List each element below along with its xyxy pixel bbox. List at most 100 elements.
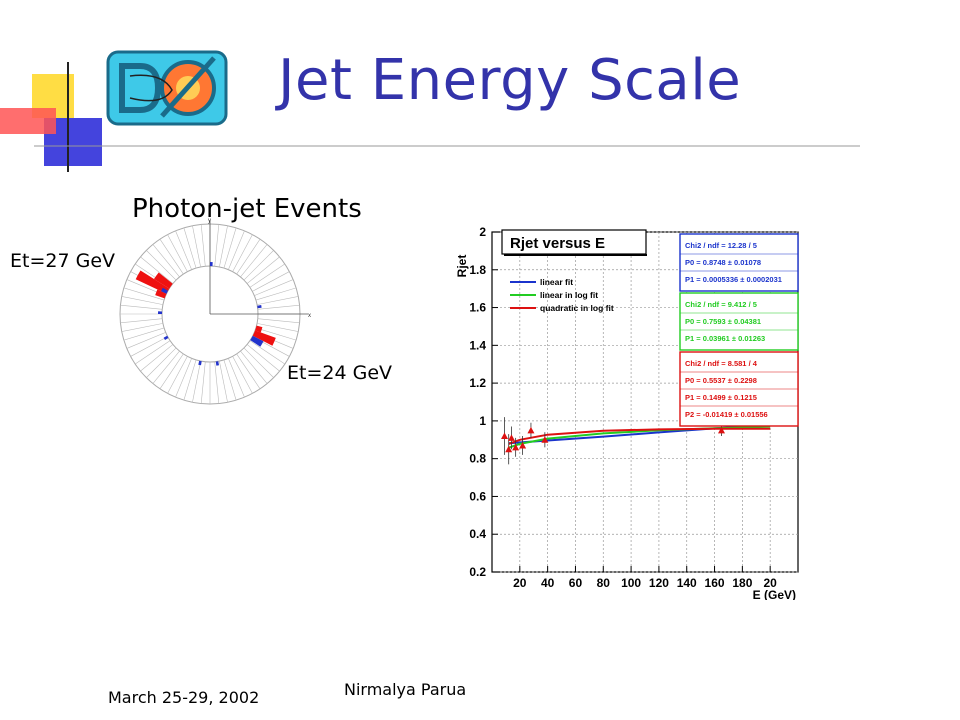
red-bar bbox=[0, 108, 56, 134]
x-tick-label: 100 bbox=[621, 576, 641, 590]
jet-tower-red bbox=[135, 270, 170, 294]
x-tick-label: 120 bbox=[649, 576, 669, 590]
calorimeter-segment bbox=[140, 256, 174, 284]
calorimeter-segment bbox=[146, 250, 177, 281]
data-point bbox=[541, 436, 549, 443]
calorimeter-segment bbox=[167, 234, 188, 272]
rjet-chart: 0.2 0.4 0.6 0.8 1 1.2 1.4 1.6 1.8 2 20 40 60 80 100 120… bbox=[455, 225, 799, 600]
calorimeter-segment bbox=[120, 318, 163, 324]
calorimeter-segment bbox=[232, 356, 253, 394]
chart-title: Rjet versus E bbox=[510, 235, 605, 252]
hit-blue bbox=[158, 311, 163, 314]
y-tick-label: 1.4 bbox=[469, 338, 486, 352]
hit-blue bbox=[163, 335, 169, 340]
calorimeter-segment bbox=[123, 327, 165, 341]
x-tick-label: 20 bbox=[764, 576, 778, 590]
y-tick-label: 1 bbox=[479, 414, 486, 428]
subtitle: Photon-jet Events bbox=[132, 194, 362, 224]
stat-line: P0 = 0.5537 ± 0.2298 bbox=[685, 376, 757, 385]
jet-tower-red bbox=[154, 272, 173, 289]
x-tick-label: 140 bbox=[677, 576, 697, 590]
stat-line: Chi2 / ndf = 9.412 / 5 bbox=[685, 300, 757, 309]
data-point bbox=[505, 445, 513, 453]
calorimeter-segment bbox=[219, 225, 228, 267]
calorimeter-segment bbox=[252, 271, 290, 292]
x-tick-label: 40 bbox=[541, 576, 555, 590]
calorimeter-segment bbox=[123, 287, 165, 301]
y-tick-label: 1.8 bbox=[469, 263, 486, 277]
calorimeter-segment bbox=[246, 344, 280, 372]
calorimeter-segment bbox=[214, 224, 220, 267]
y-tick-label: 1.2 bbox=[469, 376, 486, 390]
calorimeter-segment bbox=[121, 323, 163, 332]
footer-author: Nirmalya Parua bbox=[344, 680, 467, 699]
calorimeter-segment bbox=[214, 361, 220, 404]
calorimeter-segment bbox=[135, 340, 171, 365]
calorimeter-segment bbox=[200, 361, 206, 404]
data-point bbox=[507, 434, 515, 441]
calorimeter-segment bbox=[257, 318, 300, 324]
calorimeter-segment bbox=[228, 358, 245, 398]
data-point bbox=[501, 432, 509, 439]
calorimeter-segment bbox=[249, 340, 285, 365]
jet-tower-blue bbox=[250, 335, 264, 347]
stat-line: Chi2 / ndf = 12.28 / 5 bbox=[685, 241, 757, 250]
jet-tower-red bbox=[252, 330, 276, 346]
calorimeter-segment bbox=[257, 304, 300, 310]
fit-line bbox=[508, 427, 771, 445]
calorimeter-segment bbox=[121, 296, 163, 305]
stat-box bbox=[679, 233, 799, 292]
y-tick-label: 0.6 bbox=[469, 489, 486, 503]
event-display: yx bbox=[119, 218, 311, 405]
footer-date: March 25-29, 2002 bbox=[108, 688, 260, 707]
y-axis-title: Rjet bbox=[455, 255, 469, 278]
calorimeter-segment bbox=[167, 356, 188, 394]
legend-label: linear in log fit bbox=[540, 290, 598, 300]
calorimeter-segment bbox=[152, 244, 180, 278]
calorimeter-segment bbox=[255, 327, 297, 341]
x-tick-label: 160 bbox=[705, 576, 725, 590]
calorimeter-segment bbox=[249, 263, 285, 288]
data-point bbox=[512, 443, 520, 451]
hit-blue bbox=[198, 360, 202, 366]
title-underline-ext bbox=[300, 145, 860, 147]
data-point bbox=[527, 426, 535, 434]
calorimeter-segment bbox=[140, 344, 174, 372]
calorimeter-segment bbox=[243, 250, 274, 281]
calorimeter-segment bbox=[130, 336, 168, 357]
jet-tower-blue bbox=[161, 287, 168, 294]
calorimeter-segment bbox=[257, 323, 299, 332]
calorimeter-segment bbox=[236, 239, 261, 275]
y-tick-label: 1.6 bbox=[469, 301, 486, 315]
calorimeter-segment bbox=[228, 230, 245, 270]
stat-line: P2 = -0.01419 ± 0.01556 bbox=[685, 410, 768, 419]
legend-label: linear fit bbox=[540, 277, 573, 287]
x-axis-title: E (GeV) bbox=[753, 588, 796, 600]
calorimeter-segment bbox=[126, 332, 166, 349]
calorimeter-segment bbox=[120, 304, 163, 310]
hit-blue bbox=[257, 305, 262, 309]
calorimeter-segment bbox=[152, 350, 180, 384]
corner-decoration bbox=[0, 62, 300, 172]
x-tick-label: 20 bbox=[513, 576, 527, 590]
calorimeter-segment bbox=[183, 359, 197, 401]
hit-blue bbox=[210, 262, 213, 267]
calorimeter-segment bbox=[232, 234, 253, 272]
calorimeter-segment bbox=[146, 347, 177, 378]
calorimeter-segment bbox=[240, 244, 268, 278]
calorimeter-segment bbox=[223, 359, 237, 401]
x-tick-label: 60 bbox=[569, 576, 583, 590]
calorimeter-segment bbox=[192, 225, 201, 267]
et-label-24: Et=24 GeV bbox=[287, 362, 393, 384]
calorimeter-segment bbox=[246, 256, 280, 284]
stat-line: P0 = 0.8748 ± 0.01078 bbox=[685, 258, 761, 267]
axis-x-label: x bbox=[308, 313, 311, 319]
calorimeter-segment bbox=[183, 227, 197, 269]
y-tick-label: 0.4 bbox=[469, 527, 486, 541]
stat-line: P1 = 0.03961 ± 0.01263 bbox=[685, 334, 765, 343]
calorimeter-segment bbox=[236, 353, 261, 389]
x-tick-label: 80 bbox=[597, 576, 611, 590]
calorimeter-segment bbox=[243, 347, 274, 378]
calorimeter-segment bbox=[200, 224, 206, 267]
x-tick-label: 180 bbox=[732, 576, 752, 590]
